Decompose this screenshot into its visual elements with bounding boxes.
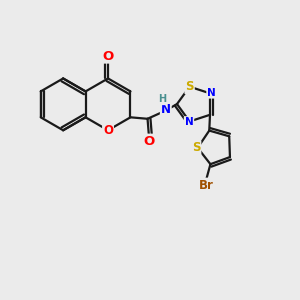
Text: N: N xyxy=(184,117,194,127)
Text: O: O xyxy=(103,124,113,137)
Text: S: S xyxy=(192,141,200,154)
Text: N: N xyxy=(207,88,216,98)
Text: O: O xyxy=(102,50,114,63)
Text: H: H xyxy=(158,94,166,104)
Text: O: O xyxy=(143,135,155,148)
Text: N: N xyxy=(161,103,171,116)
Text: Br: Br xyxy=(199,178,214,192)
Text: S: S xyxy=(185,80,194,93)
